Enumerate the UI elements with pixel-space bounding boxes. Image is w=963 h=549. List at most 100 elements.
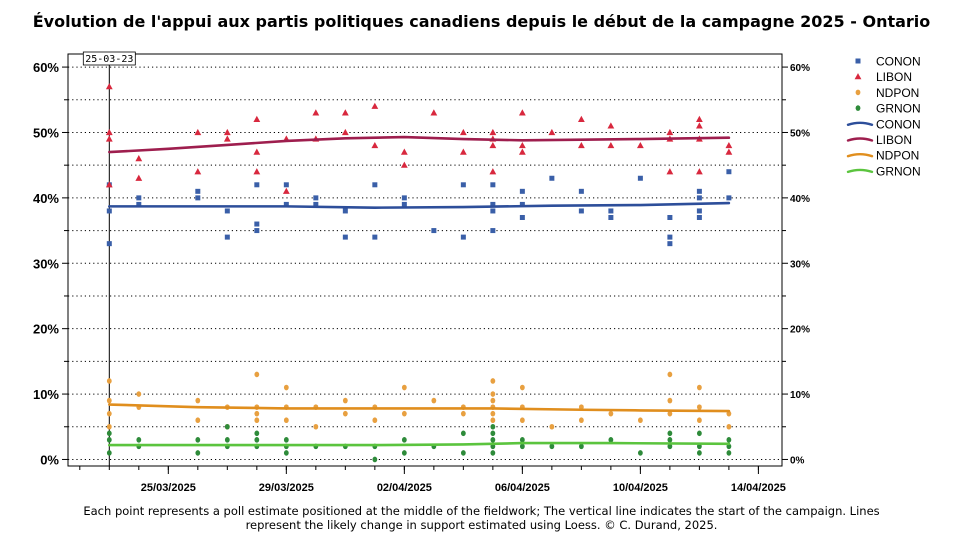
y-tick-label-left: 10% [33, 387, 59, 402]
footnote-line-2: represent the likely change in support e… [245, 518, 718, 532]
grnon-point [372, 456, 378, 463]
conon-point [254, 228, 260, 234]
x-tick-label: 06/04/2025 [495, 482, 550, 494]
ndpon-point [578, 417, 584, 424]
grnon-point [726, 437, 732, 443]
footnote-line-1: Each point represents a poll estimate po… [83, 504, 880, 518]
ndpon-point [460, 410, 466, 417]
ndpon-point [490, 417, 496, 424]
legend-marker-libon [854, 73, 862, 80]
conon-point [106, 241, 112, 247]
conon-point [136, 201, 142, 207]
ndpon-point [342, 397, 348, 404]
ndpon-trend-line [108, 403, 731, 413]
grnon-point [490, 423, 496, 430]
conon-point [401, 201, 407, 207]
libon-point [489, 141, 497, 149]
libon-point [636, 141, 644, 149]
legend-marker-conon [855, 58, 861, 64]
ndpon-point [106, 378, 112, 384]
points-layer [105, 83, 733, 463]
conon-point [696, 214, 702, 220]
ndpon-point [696, 417, 702, 424]
libon-point [135, 174, 143, 181]
libon-point [400, 161, 408, 168]
libon-point [135, 155, 143, 162]
libon-point [341, 109, 349, 116]
lines-layer [108, 135, 731, 447]
conon-point [460, 182, 466, 188]
grnon-point [667, 430, 673, 437]
legend-label-ndpon: NDPON [876, 86, 919, 100]
grnon-point [283, 437, 289, 443]
conon-point [726, 195, 732, 201]
conon-point [195, 188, 201, 194]
conon-point [283, 201, 289, 207]
grnon-point [667, 443, 673, 450]
legend-line-ndpon [846, 153, 874, 158]
conon-point [696, 188, 702, 194]
libon-point [607, 141, 615, 149]
grnon-point [106, 430, 112, 437]
ndpon-point [372, 417, 378, 424]
grnon-point [106, 437, 112, 443]
x-tick-label: 29/03/2025 [259, 482, 314, 494]
libon-point [695, 115, 703, 122]
grnon-point [726, 450, 732, 456]
ndpon-point [667, 397, 673, 404]
libon-point [607, 122, 615, 129]
libon-point [282, 187, 290, 194]
conon-point [667, 234, 673, 240]
x-tick-label: 25/03/2025 [141, 482, 196, 494]
ndpon-point [667, 410, 673, 417]
grnon-trend-line [108, 441, 731, 447]
grnon-point [490, 437, 496, 443]
libon-trend-line [108, 135, 731, 154]
ndpon-point [490, 378, 496, 384]
grnon-point [283, 450, 289, 456]
grnon-point [460, 450, 466, 456]
ndpon-point [490, 391, 496, 397]
conon-point [490, 208, 496, 214]
y-tick-label-right: 0% [790, 455, 805, 466]
libon-point [105, 83, 113, 90]
conon-trend-line [108, 201, 731, 209]
ndpon-point [313, 423, 319, 430]
libon-point [725, 141, 733, 149]
libon-point [430, 109, 438, 116]
grnon-point [254, 437, 260, 443]
libon-point [489, 128, 497, 136]
ndpon-point [106, 423, 112, 430]
libon-point [695, 122, 703, 129]
libon-point [577, 115, 585, 122]
legend-label-conon: CONON [876, 117, 921, 131]
legend-label-ndpon: NDPON [876, 149, 919, 163]
grnon-point [224, 437, 230, 443]
legend-label-grnon: GRNON [876, 164, 921, 178]
y-tick-label-left: 40% [33, 191, 59, 206]
grnon-point [608, 437, 614, 443]
ndpon-point [106, 397, 112, 404]
grnon-point [490, 450, 496, 456]
libon-point [253, 115, 261, 122]
conon-point [696, 208, 702, 214]
grnon-point [490, 430, 496, 437]
legend-label-conon: CONON [876, 55, 921, 69]
libon-point [105, 135, 113, 142]
conon-point [490, 182, 496, 188]
legend-label-libon: LIBON [876, 133, 912, 147]
libon-point [400, 148, 408, 155]
conon-point [667, 241, 673, 247]
conon-point [578, 188, 584, 194]
ndpon-point [401, 410, 407, 417]
grnon-point [696, 430, 702, 437]
conon-point [696, 195, 702, 201]
conon-point [283, 182, 289, 188]
ndpon-point [254, 417, 260, 424]
legend-label-libon: LIBON [876, 70, 912, 84]
y-tick-label-right: 40% [790, 194, 810, 205]
grid-layer [68, 66, 782, 460]
legend-label-grnon: GRNON [876, 102, 921, 116]
campaign-start-label-box [82, 51, 136, 66]
libon-point [194, 128, 202, 136]
